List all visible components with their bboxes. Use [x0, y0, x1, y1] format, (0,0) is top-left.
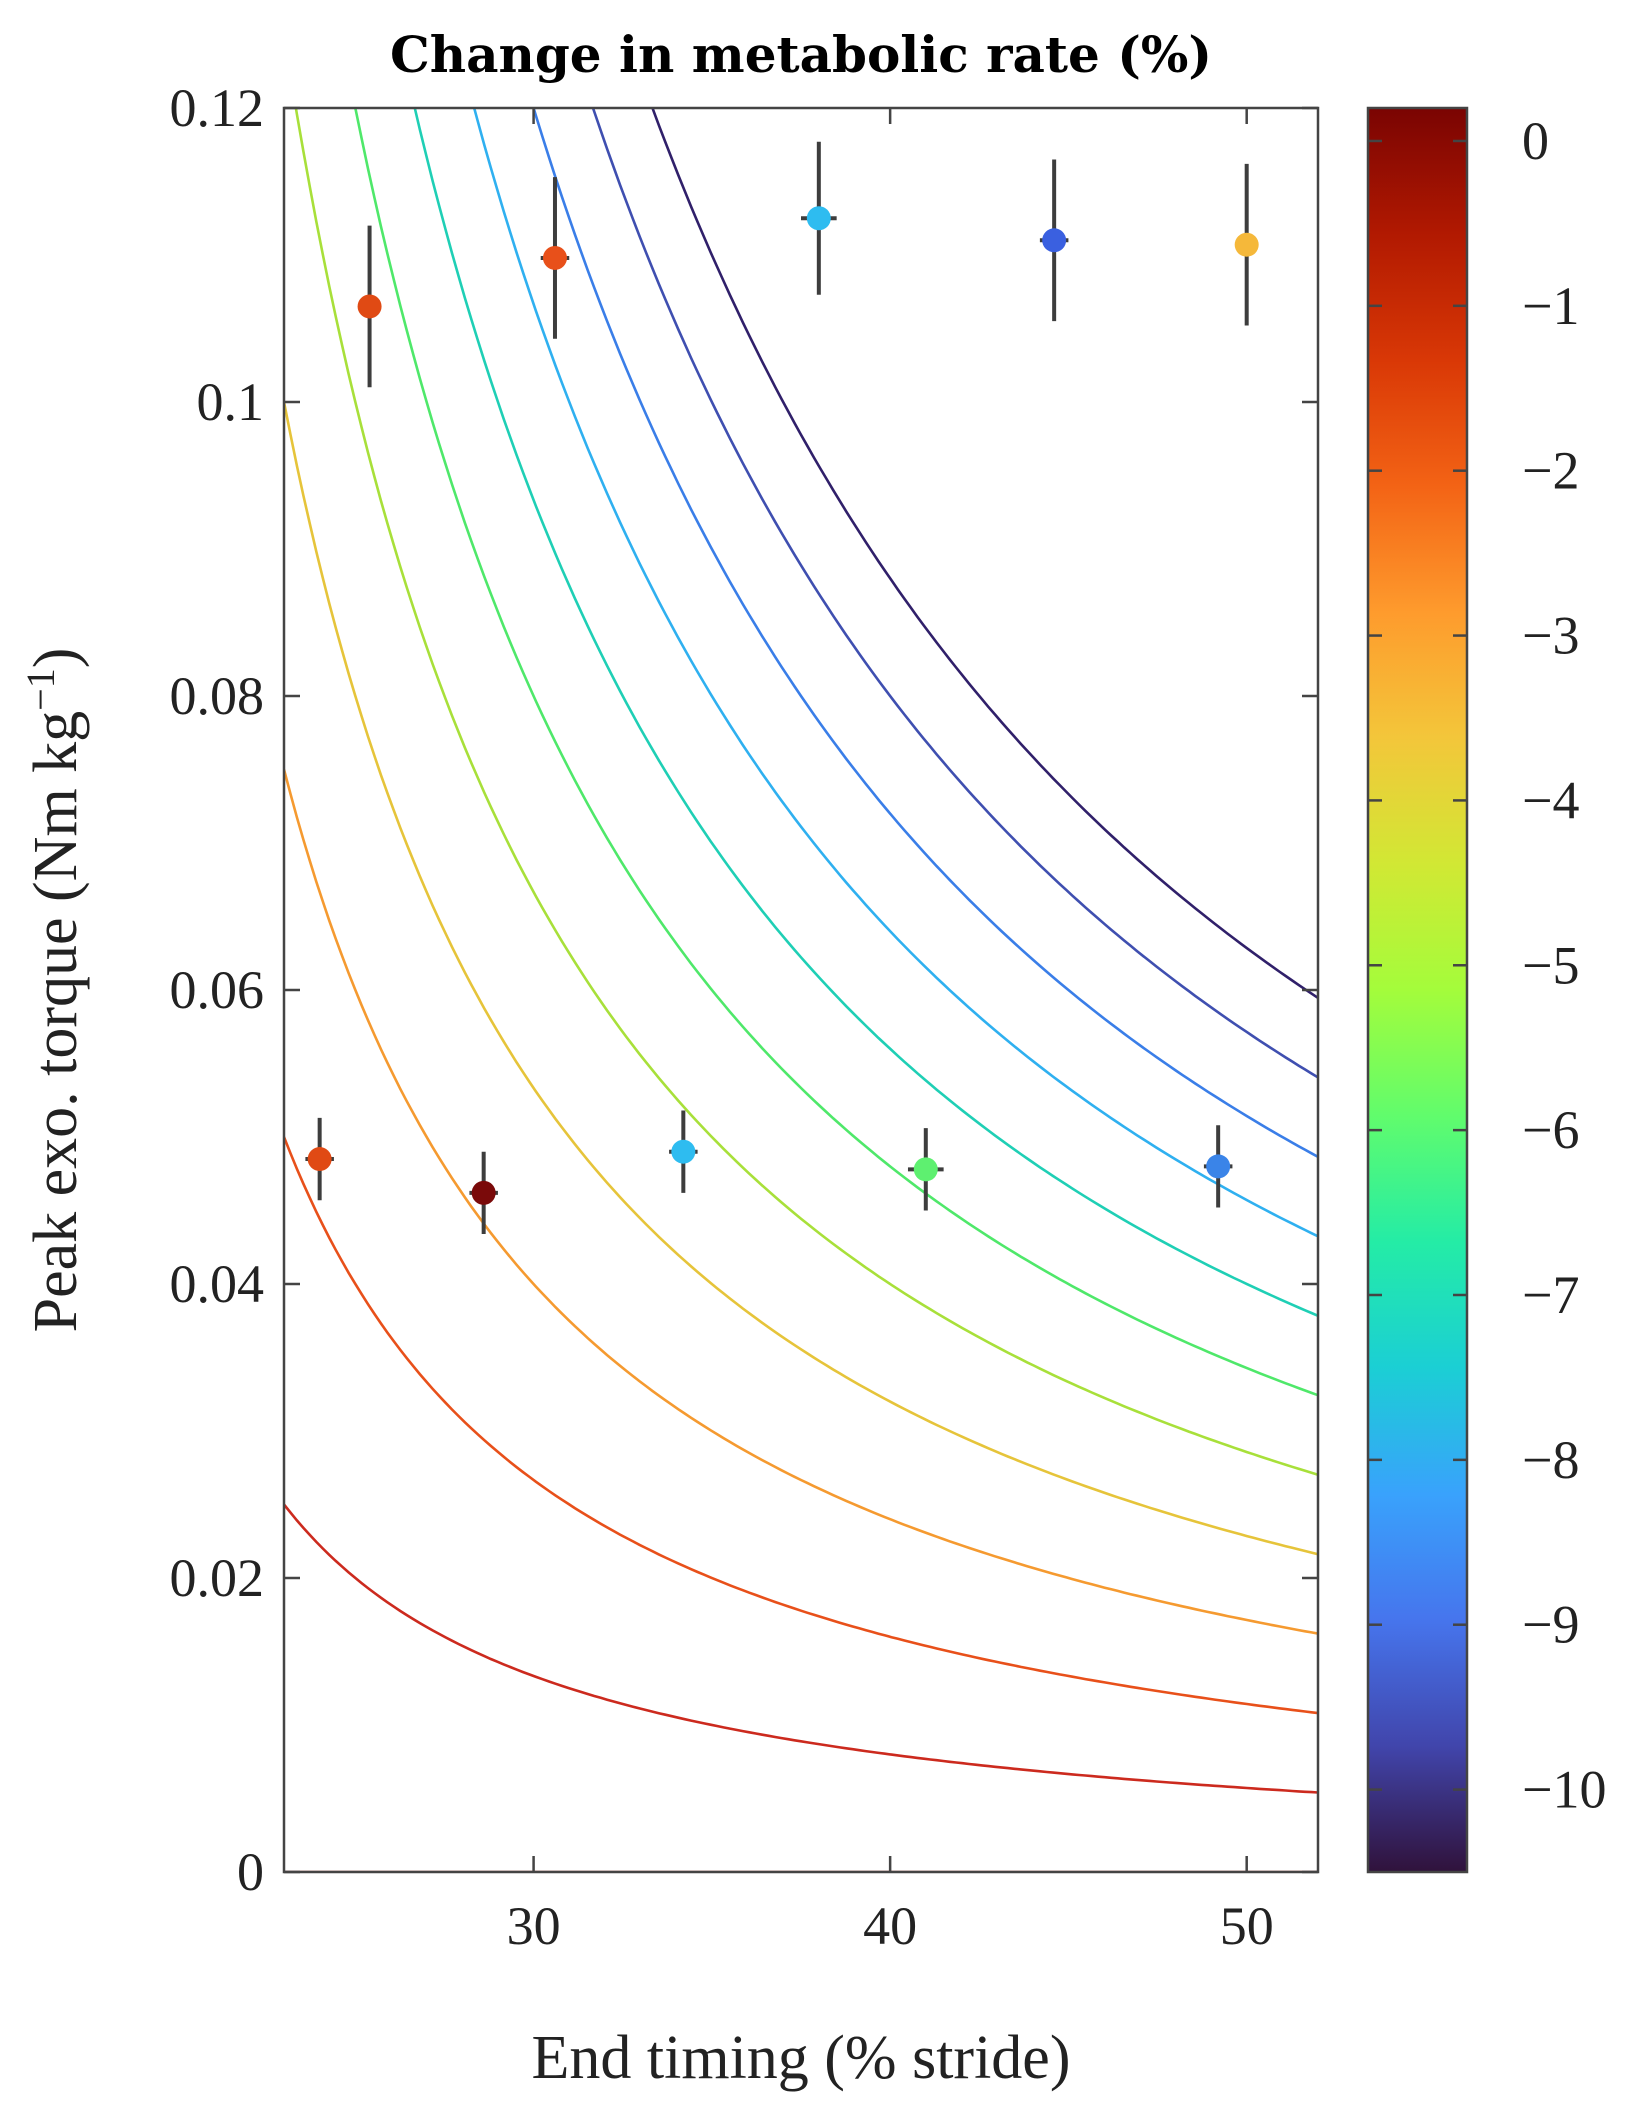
data-point-0	[305, 1117, 334, 1201]
point-marker	[913, 1157, 938, 1182]
point-marker	[806, 206, 831, 231]
y-tick-label: 0.04	[170, 1254, 265, 1314]
y-axis: 0 0.02 0.04 0.06 0.08 0.1 0.12	[170, 78, 1318, 1902]
point-marker	[1234, 232, 1259, 257]
contour-lines	[284, 108, 1318, 1872]
y-axis-label-sup: −1	[18, 668, 63, 711]
contour-line-11	[651, 108, 1318, 999]
data-point-1	[469, 1151, 498, 1235]
colorbar: 0 −1 −2 −3 −4 −5 −6 −7 −8 −9 −10	[1366, 106, 1606, 1874]
contour-line-1	[284, 1503, 1318, 1794]
colorbar-tick-label: −8	[1522, 1430, 1579, 1490]
contour-line-10	[591, 108, 1318, 1079]
y-tick-label: 0.08	[170, 666, 265, 726]
x-tick-label: 30	[507, 1896, 561, 1956]
point-marker	[671, 1139, 696, 1164]
data-point-4	[1203, 1125, 1233, 1208]
point-marker	[542, 245, 567, 270]
y-tick-label: 0.1	[197, 372, 265, 432]
data-point-3	[907, 1128, 944, 1211]
plot-frame	[282, 106, 1320, 1874]
x-axis: 30 40 50	[507, 108, 1274, 1956]
contour-line-2	[284, 1136, 1318, 1715]
data-points	[305, 141, 1259, 1235]
x-axis-label: End timing (% stride)	[532, 2024, 1071, 2092]
data-point-6	[540, 177, 570, 339]
point-marker	[307, 1147, 332, 1172]
contour-line-9	[532, 108, 1318, 1159]
y-tick-label: 0.02	[170, 1548, 265, 1608]
colorbar-tick-label: −6	[1522, 1100, 1579, 1160]
y-axis-label: Peak exo. torque (Nm kg−1)	[18, 648, 90, 1333]
chart-title: Change in metabolic rate (%)	[390, 25, 1212, 84]
contour-line-5	[294, 108, 1318, 1476]
colorbar-tick-label: −1	[1522, 276, 1579, 336]
y-tick-label: 0	[237, 1842, 264, 1902]
point-marker	[357, 294, 382, 319]
point-marker	[1042, 228, 1067, 253]
data-point-7	[801, 141, 837, 295]
x-tick-label: 50	[1220, 1896, 1274, 1956]
data-point-5	[357, 225, 382, 388]
contour-line-3	[284, 769, 1318, 1635]
y-tick-label: 0.06	[170, 960, 265, 1020]
colorbar-tick-label: −3	[1522, 606, 1579, 666]
y-axis-label-main: Peak exo. torque (Nm kg	[22, 711, 90, 1333]
data-point-2	[669, 1110, 698, 1193]
colorbar-tick-label: −10	[1522, 1760, 1606, 1820]
contour-line-8	[472, 108, 1318, 1238]
contour-line-7	[413, 108, 1318, 1317]
y-axis-label-close: )	[22, 648, 90, 669]
data-point-9	[1234, 163, 1259, 326]
colorbar-tick-label: −7	[1522, 1265, 1579, 1325]
colorbar-tick-label: 0	[1522, 111, 1549, 171]
contour-line-6	[354, 108, 1318, 1397]
point-marker	[1206, 1154, 1231, 1179]
colorbar-tick-label: −9	[1522, 1595, 1579, 1655]
y-tick-label: 0.12	[170, 78, 265, 138]
point-marker	[471, 1180, 496, 1205]
data-point-8	[1039, 159, 1069, 322]
colorbar-tick-label: −4	[1522, 770, 1579, 830]
colorbar-gradient	[1366, 106, 1469, 1874]
x-tick-label: 40	[863, 1896, 917, 1956]
colorbar-tick-label: −5	[1522, 935, 1579, 995]
colorbar-tick-label: −2	[1522, 441, 1579, 501]
contour-line-4	[284, 401, 1318, 1556]
